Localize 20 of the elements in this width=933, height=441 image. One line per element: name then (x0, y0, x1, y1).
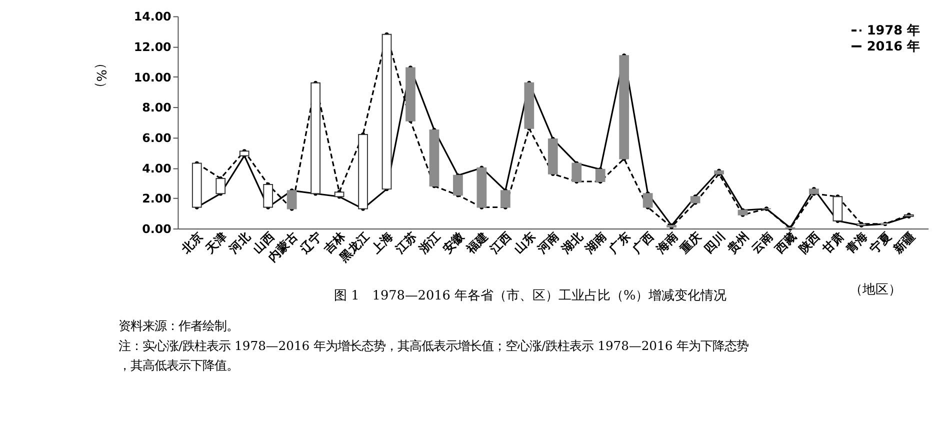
text: 注：实心涨/跌柱表示 1978—2016 年为增长态势，其高低表示增长值；空心涨/跌柱表示 1978—2016 年为下降态势，其高低表示下降值。 (118, 338, 749, 373)
y-tick-label: 6.00 (142, 130, 172, 145)
x-axis-title: （地区） (850, 282, 902, 298)
x-tick-label: 河北 (226, 228, 254, 258)
y-tick-label: 0.00 (142, 222, 172, 236)
x-tick-label: 甘肃 (819, 229, 847, 258)
legend-label: 2016 年 (866, 39, 920, 54)
text: 资料来源：作者绘制。 (118, 319, 238, 334)
x-tick-label: 辽宁 (296, 229, 324, 258)
legend-label: 1978 年 (866, 23, 920, 38)
y-tick-label: 12.00 (134, 40, 172, 54)
x-tick-label: 四川 (701, 229, 728, 256)
x-tick-label: 北京 (178, 229, 206, 258)
y-tick-label: 10.00 (134, 70, 172, 84)
y-tick-label: 2.00 (142, 192, 172, 206)
y-axis-title: （%） (92, 56, 108, 95)
y-tick-label: 4.00 (142, 161, 172, 176)
y-tick-label: 14.00 (134, 10, 172, 24)
y-tick-label: 8.00 (142, 100, 172, 115)
text: 图 1 1978—2016 年各省（市、区）工业占比（%）增减变化情况 (334, 288, 727, 304)
